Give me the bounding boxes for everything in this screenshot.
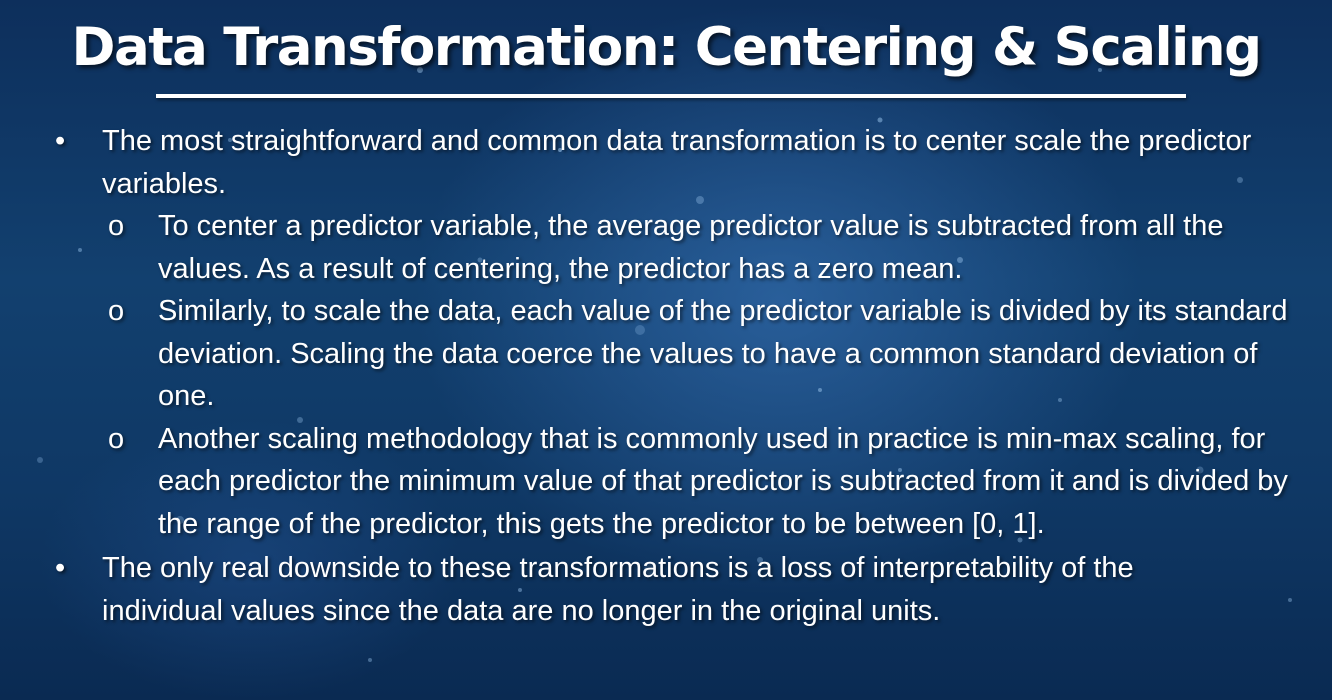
sub-bullet-marker: o (108, 295, 125, 327)
sub-bullet-text: To center a predictor variable, the aver… (158, 210, 1224, 285)
sub-bullet-marker: o (108, 422, 125, 455)
slide-content: • The most straightforward and common da… (0, 120, 1332, 632)
sub-bullet-item-3: o Another scaling methodology that is co… (0, 418, 1293, 546)
bullet-item-2: • The only real downside to these transf… (0, 547, 1262, 632)
bullet-marker: • (55, 552, 66, 584)
bullet-item-1: • The most straightforward and common da… (0, 120, 1262, 205)
bullet-text: The most straightforward and common data… (102, 125, 1252, 200)
sub-bullet-text: Similarly, to scale the data, each value… (158, 295, 1288, 412)
sub-bullet-item-2: o Similarly, to scale the data, each val… (0, 290, 1293, 418)
sub-bullet-item-1: o To center a predictor variable, the av… (0, 205, 1293, 290)
sub-bullet-marker: o (108, 210, 125, 242)
bullet-text: The only real downside to these transfor… (102, 552, 1134, 627)
title-underline (156, 94, 1186, 98)
sub-bullet-text: Another scaling methodology that is comm… (158, 422, 1288, 540)
bullet-marker: • (55, 125, 66, 157)
slide-title: Data Transformation: Centering & Scaling (71, 17, 1262, 78)
